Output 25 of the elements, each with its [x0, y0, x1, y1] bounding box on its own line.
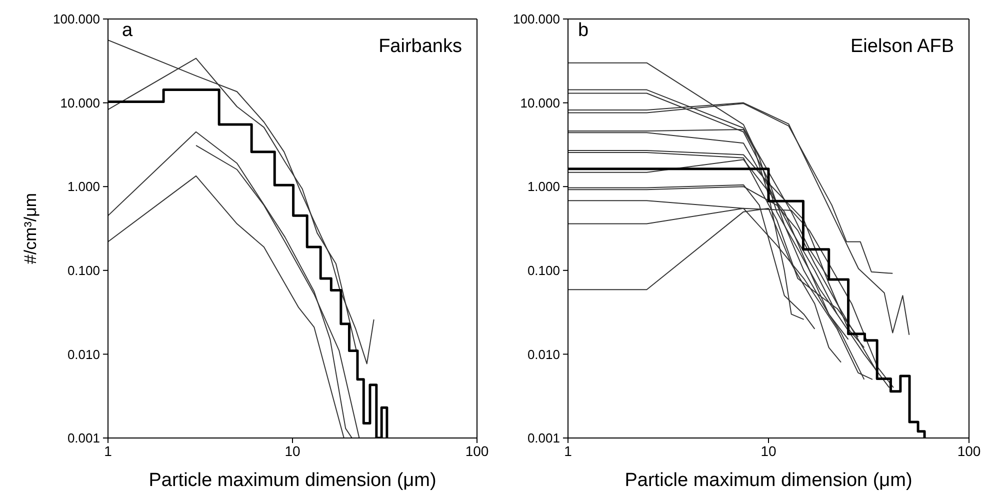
- annotation: Fairbanks: [378, 36, 462, 58]
- y-tick-label: 0.010: [67, 346, 100, 362]
- annotation: Eielson AFB: [850, 36, 954, 58]
- x-tick-label: 10: [760, 442, 776, 459]
- y-tick-label: 0.001: [527, 430, 560, 446]
- y-tick-label: 0.010: [527, 346, 560, 362]
- y-tick-label: 0.100: [67, 263, 100, 278]
- x-axis-title: Particle maximum dimension (μm): [148, 470, 436, 491]
- x-tick-label: 100: [465, 442, 489, 459]
- y-tick-label: 10.000: [520, 95, 560, 110]
- x-tick-label: 1: [564, 442, 572, 459]
- y-tick-label: 1.000: [527, 179, 560, 194]
- annotation: b: [578, 20, 589, 42]
- y-axis-title: #/cm³/μm: [21, 192, 40, 264]
- x-axis-title: Particle maximum dimension (μm): [624, 470, 912, 491]
- y-tick-label: 100.000: [513, 12, 560, 27]
- y-tick-label: 0.100: [527, 263, 560, 278]
- y-tick-label: 10.000: [60, 95, 100, 110]
- x-tick-label: 1: [104, 442, 112, 459]
- annotation: a: [122, 20, 133, 42]
- x-tick-label: 100: [957, 442, 981, 459]
- y-tick-label: 100.000: [53, 12, 100, 27]
- y-tick-label: 0.001: [67, 430, 100, 446]
- x-tick-label: 10: [284, 442, 300, 459]
- y-tick-label: 1.000: [67, 179, 100, 194]
